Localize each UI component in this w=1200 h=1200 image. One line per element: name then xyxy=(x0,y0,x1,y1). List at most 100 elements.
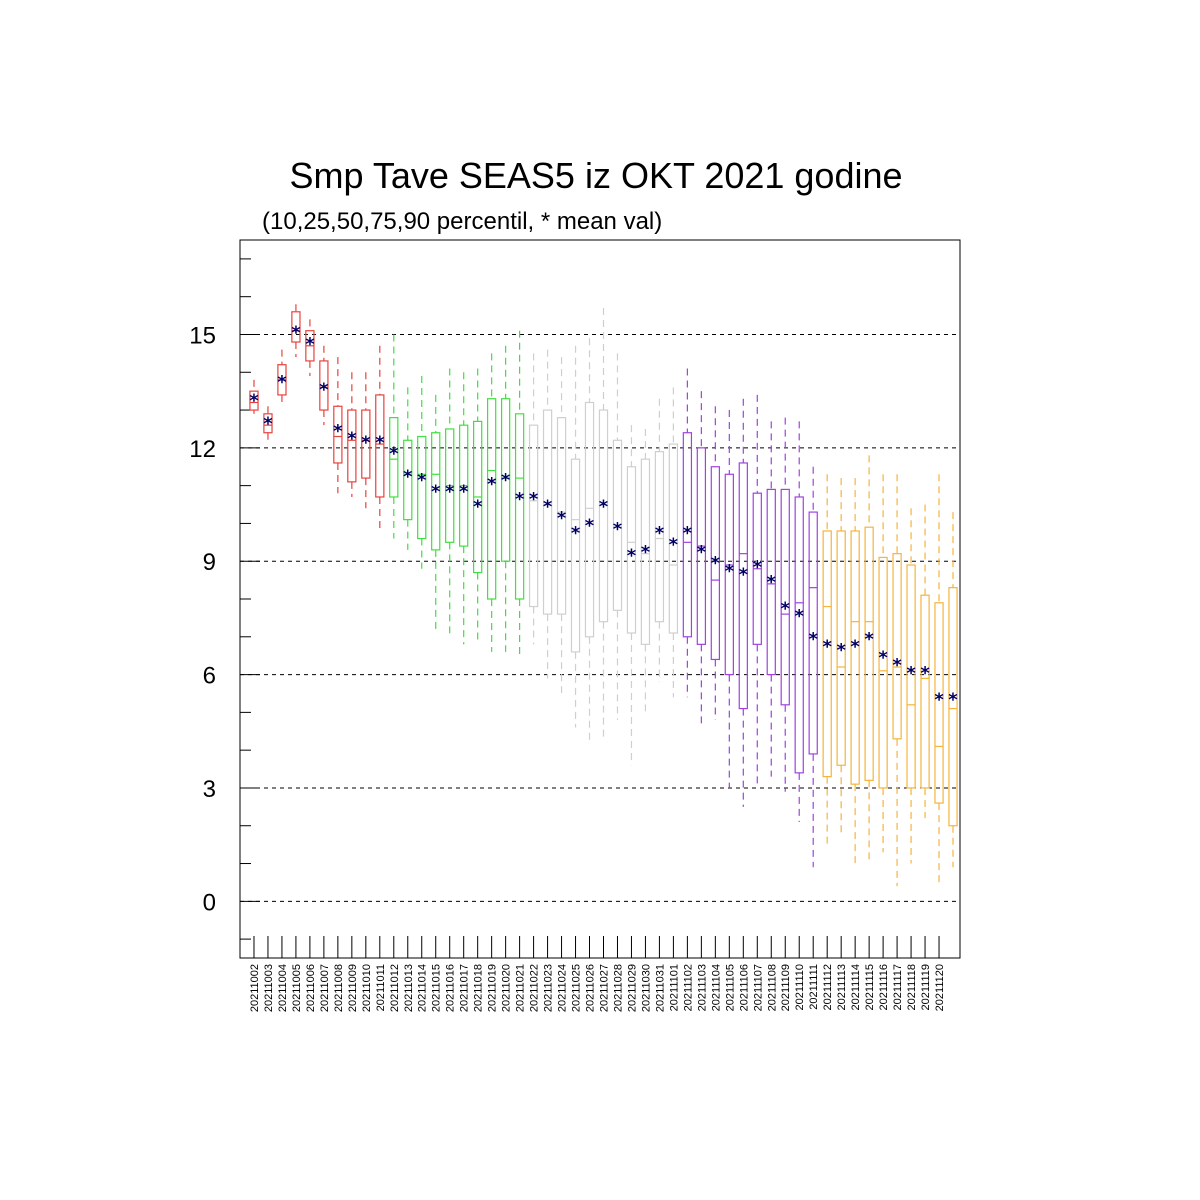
x-tick-label: 20211020 xyxy=(501,964,513,1012)
iqr-box xyxy=(878,556,888,789)
box-20211017 xyxy=(459,372,469,645)
box-20211015 xyxy=(431,394,441,630)
mean-marker: * xyxy=(501,470,511,491)
box-20211019 xyxy=(486,353,497,652)
iqr-box xyxy=(920,594,930,789)
iqr-box xyxy=(500,398,511,562)
mean-marker: * xyxy=(305,334,315,355)
x-tick-label: 20211017 xyxy=(459,964,471,1012)
y-tick-label: 3 xyxy=(203,776,216,803)
iqr-box xyxy=(780,488,790,706)
mean-marker: * xyxy=(781,599,791,620)
x-tick-label: 20211023 xyxy=(543,964,555,1012)
mean-marker: * xyxy=(487,474,497,495)
x-tick-label: 20211002 xyxy=(249,964,261,1012)
iqr-box xyxy=(542,409,553,615)
boxes xyxy=(249,304,958,887)
iqr-box xyxy=(361,409,371,479)
box-20211030 xyxy=(640,428,651,717)
mean-marker: * xyxy=(347,429,357,450)
x-tick-label: 20211003 xyxy=(263,964,275,1012)
box-20211013 xyxy=(403,387,413,550)
mean-marker: * xyxy=(613,519,623,540)
box-20211005 xyxy=(291,304,301,358)
mean-marker: * xyxy=(389,444,399,465)
box-20211014 xyxy=(417,376,427,569)
x-tick-label: 20211109 xyxy=(780,964,792,1011)
x-tick-label: 20211114 xyxy=(850,964,862,1011)
mean-marker: * xyxy=(906,663,916,684)
mean-marker: * xyxy=(557,508,567,529)
box-20211018 xyxy=(473,368,483,641)
box-20211114 xyxy=(850,478,860,868)
x-tick-label: 20211111 xyxy=(808,964,820,1010)
box-20211021 xyxy=(514,330,525,656)
iqr-box xyxy=(584,401,595,638)
mean-marker: * xyxy=(431,481,441,502)
iqr-box xyxy=(822,530,832,778)
mean-marker: * xyxy=(445,481,455,502)
box-20211010 xyxy=(361,372,371,509)
iqr-box xyxy=(389,417,399,498)
iqr-box xyxy=(850,530,860,785)
box-20211108 xyxy=(766,421,776,777)
mean-marker: * xyxy=(669,534,679,555)
iqr-box xyxy=(808,511,818,755)
y-tick-label: 15 xyxy=(189,322,216,349)
mean-marker: * xyxy=(375,432,385,453)
box-20211002 xyxy=(249,379,259,414)
x-tick-label: 20211021 xyxy=(515,964,527,1012)
iqr-box xyxy=(528,424,539,608)
box-20211007 xyxy=(319,345,329,426)
mean-marker: * xyxy=(948,689,958,710)
mean-marker: * xyxy=(892,655,902,676)
mean-marker: * xyxy=(473,497,483,518)
iqr-box xyxy=(738,462,748,710)
box-20211016 xyxy=(445,368,455,637)
box-20211120 xyxy=(934,474,944,883)
x-tick-label: 20211106 xyxy=(738,964,750,1011)
mean-marker: * xyxy=(543,497,553,518)
box-20211009 xyxy=(347,372,357,497)
x-tick-label: 20211026 xyxy=(585,964,597,1012)
x-tick-label: 20211101 xyxy=(668,964,680,1011)
iqr-box xyxy=(291,311,301,343)
chart-title: Smp Tave SEAS5 iz OKT 2021 godine xyxy=(289,155,902,196)
x-tick-label: 20211016 xyxy=(445,964,457,1012)
mean-marker: * xyxy=(361,432,371,453)
box-20211031 xyxy=(654,398,665,683)
y-tick-labels: 0 3 6 9 12 15 xyxy=(189,322,216,916)
x-tick-label: 20211014 xyxy=(417,964,429,1012)
x-tick-label: 20211018 xyxy=(473,964,485,1012)
y-tick-label: 0 xyxy=(203,889,216,916)
box-20211004 xyxy=(277,349,287,407)
plot-frame xyxy=(239,239,961,959)
x-tick-label: 20211110 xyxy=(794,964,806,1011)
mean-marker: * xyxy=(585,515,595,536)
x-tick-label: 20211112 xyxy=(822,964,834,1011)
iqr-box xyxy=(570,458,581,653)
mean-marker: * xyxy=(599,497,609,518)
iqr-box xyxy=(626,466,637,634)
iqr-box xyxy=(263,413,273,434)
box-20211008 xyxy=(333,357,343,494)
mean-marker: * xyxy=(515,489,525,510)
y-tick-label: 12 xyxy=(189,436,216,463)
y-tick-label: 9 xyxy=(203,549,216,576)
mean-marker: * xyxy=(291,323,301,344)
mean-marker: * xyxy=(683,523,693,544)
iqr-box xyxy=(948,587,958,827)
iqr-box xyxy=(766,488,776,676)
mean-marker: * xyxy=(319,379,329,400)
iqr-box xyxy=(906,564,916,789)
mean-marker: * xyxy=(920,663,930,684)
mean-marker: * xyxy=(277,372,287,393)
box-20211022 xyxy=(528,353,539,645)
x-tick-label: 20211119 xyxy=(920,964,932,1011)
box-20211029 xyxy=(626,425,637,766)
iqr-box xyxy=(640,458,651,645)
x-tick-label: 20211113 xyxy=(836,964,848,1011)
box-20211012 xyxy=(389,334,399,539)
iqr-box xyxy=(612,439,623,611)
mean-marker: * xyxy=(403,466,413,487)
